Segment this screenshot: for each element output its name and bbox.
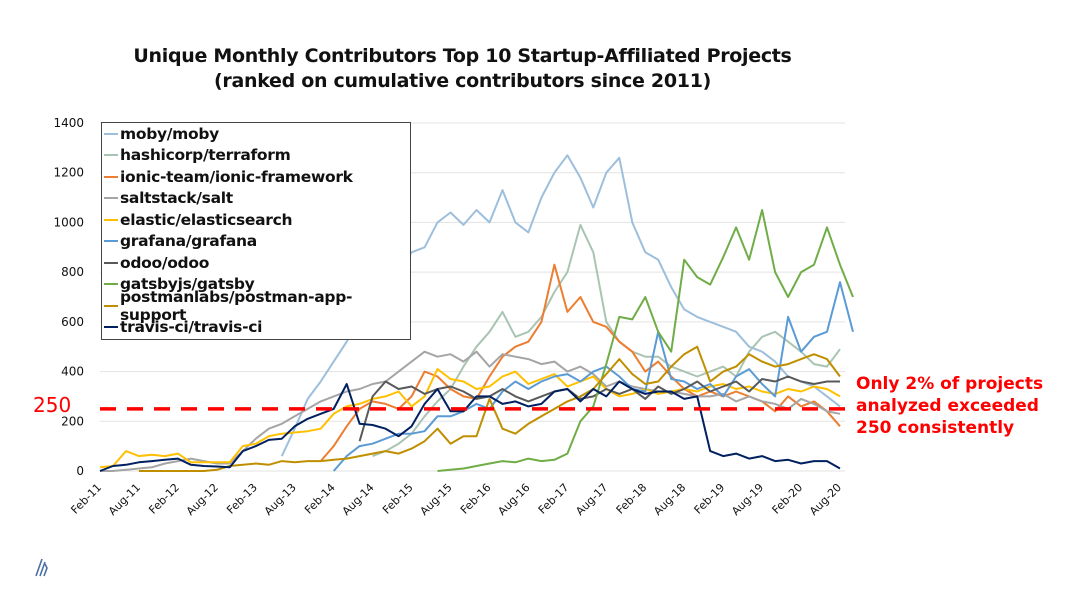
legend-item: grafana/grafana [104,231,410,253]
legend-swatch [104,175,118,178]
series-line-postmanlabs-postman-app-support [138,345,841,472]
legend-label: ionic-team/ionic-framework [120,167,353,186]
x-tick-label: Aug-15 [418,481,455,518]
annotation-line: analyzed exceeded [856,396,1039,416]
series-line-gatsbyjs-gatsby [437,209,854,472]
x-tick-label: Feb-15 [380,481,416,517]
y-tick-label: 1200 [53,166,84,180]
y-tick-label: 600 [61,315,84,329]
legend-label: travis-ci/travis-ci [120,318,263,337]
series-line-travis-ci-travis-ci [99,380,841,472]
legend-swatch [104,283,118,286]
legend-item: travis-ci/travis-ci [104,317,410,339]
reference-line-label: 250 [33,393,72,417]
legend-swatch [104,304,118,307]
legend-label: odoo/odoo [120,253,210,272]
x-tick-label: Feb-18 [614,481,650,517]
x-axis: Feb-11 Aug-11 Feb-12 Aug-12 Feb-13 Aug-13 Feb-… [68,481,844,518]
legend-item: hashicorp/terraform [104,145,410,167]
x-tick-label: Aug-20 [807,481,844,518]
legend-label: gatsbyjs/gatsby [120,275,255,294]
series-line-elastic-elasticsearch [99,368,841,469]
legend-label: grafana/grafana [120,232,257,251]
series-line-saltstack-salt [100,350,841,472]
x-tick-label: Aug-12 [184,481,221,518]
legend-label: hashicorp/terraform [120,146,291,165]
legend: moby/moby hashicorp/terraform ionic-team/i… [101,122,411,340]
legend-swatch [104,240,118,243]
y-axis: 0 200 400 600 800 1000 1200 1400 [53,116,84,478]
x-tick-label: Feb-12 [146,481,182,517]
x-tick-label: Feb-19 [692,481,728,517]
annotation-note: Only 2% of projects analyzed exceeded 25… [856,373,1043,439]
y-tick-label: 200 [61,414,84,428]
y-tick-label: 800 [61,265,84,279]
x-tick-label: Aug-13 [262,481,299,518]
legend-item: gatsbyjs/gatsby [104,274,410,296]
x-tick-label: Feb-17 [536,481,572,517]
x-tick-label: Feb-14 [302,481,338,517]
x-tick-label: Aug-17 [573,481,610,518]
legend-swatch [104,132,118,135]
legend-item: elastic/elasticsearch [104,209,410,231]
x-tick-label: Feb-20 [769,481,805,517]
legend-label: elastic/elasticsearch [120,210,293,229]
x-tick-label: Feb-11 [68,481,104,517]
y-tick-label: 1400 [53,116,84,130]
legend-item: postmanlabs/postman-app-support [104,288,410,324]
legend-item: saltstack/salt [104,188,410,210]
x-tick-label: Feb-13 [224,481,260,517]
legend-item: ionic-team/ionic-framework [104,166,410,188]
x-tick-label: Aug-18 [651,481,688,518]
x-tick-label: Aug-11 [106,481,143,518]
legend-label: moby/moby [120,124,219,143]
legend-label: saltstack/salt [120,189,233,208]
annotation-line: 250 consistently [856,418,1015,438]
legend-swatch [104,326,118,329]
legend-swatch [104,197,118,200]
legend-item: odoo/odoo [104,252,410,274]
x-tick-label: Feb-16 [458,481,494,517]
x-tick-label: Aug-16 [495,481,532,518]
brand-slash-logo-icon [35,558,48,577]
y-tick-label: 400 [61,365,84,379]
x-tick-label: Aug-19 [729,481,766,518]
legend-swatch [104,261,118,264]
y-tick-label: 0 [76,464,84,478]
series-line-grafana-grafana [332,281,854,472]
legend-label: postmanlabs/postman-app-support [120,287,353,324]
chart-title-main: Unique Monthly Contributors Top 10 Start… [133,45,792,67]
y-tick-label: 1000 [53,215,84,229]
legend-swatch [104,218,118,221]
chart-subtitle: (ranked on cumulative contributors since… [214,70,711,92]
legend-item: moby/moby [104,123,410,145]
x-tick-label: Aug-14 [340,481,377,518]
chart-title: Unique Monthly Contributors Top 10 Start… [0,44,925,94]
legend-swatch [104,154,118,157]
annotation-line: Only 2% of projects [856,374,1044,394]
